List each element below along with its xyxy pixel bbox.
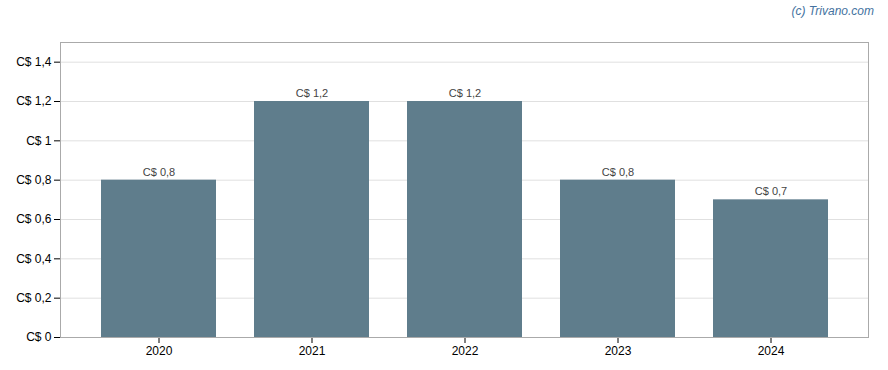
svg-text:C$ 1,2: C$ 1,2 <box>296 87 328 99</box>
svg-text:2022: 2022 <box>452 344 479 358</box>
svg-text:C$ 0,8: C$ 0,8 <box>16 173 52 187</box>
svg-text:C$ 1: C$ 1 <box>26 134 52 148</box>
svg-text:C$ 0: C$ 0 <box>26 330 52 344</box>
svg-text:C$ 0,8: C$ 0,8 <box>602 166 634 178</box>
svg-text:C$ 0,6: C$ 0,6 <box>16 212 52 226</box>
svg-text:2020: 2020 <box>146 344 173 358</box>
svg-text:2023: 2023 <box>605 344 632 358</box>
svg-text:C$ 0,7: C$ 0,7 <box>755 185 787 197</box>
svg-text:2024: 2024 <box>758 344 785 358</box>
svg-text:C$ 1,2: C$ 1,2 <box>449 87 481 99</box>
svg-text:C$ 0,8: C$ 0,8 <box>143 166 175 178</box>
svg-text:C$ 1,4: C$ 1,4 <box>16 55 52 69</box>
svg-text:C$ 1,2: C$ 1,2 <box>16 94 52 108</box>
svg-text:2021: 2021 <box>299 344 326 358</box>
svg-text:C$ 0,4: C$ 0,4 <box>16 252 52 266</box>
html-text:(c) Trivano.com: (c) Trivano.com <box>791 4 874 18</box>
svg-text:C$ 0,2: C$ 0,2 <box>16 291 52 305</box>
